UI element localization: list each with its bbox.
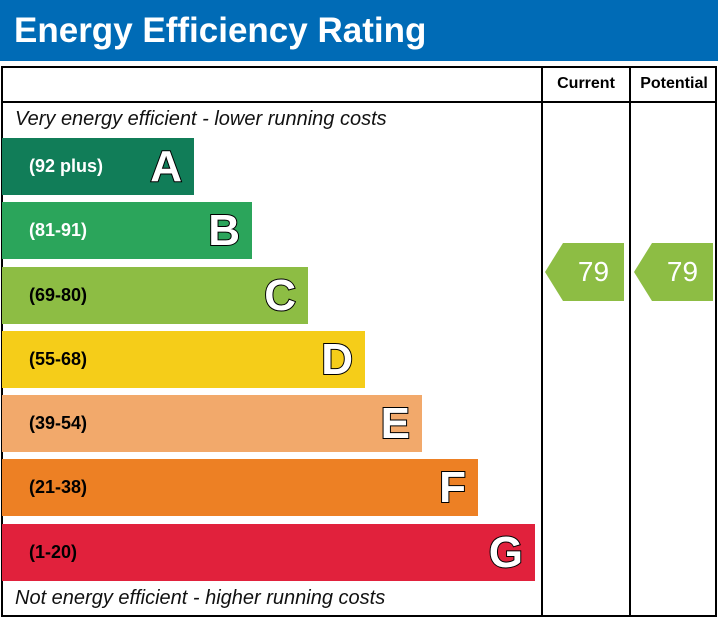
- band-letter: F: [438, 462, 467, 513]
- band-letter: D: [320, 334, 354, 385]
- band-range: (81-91): [29, 220, 88, 240]
- band-letter: G: [488, 527, 524, 578]
- band-letter: C: [263, 270, 297, 321]
- potential-rating-arrow: 79: [634, 243, 713, 301]
- rating-bar-e: (39-54) E: [2, 395, 422, 452]
- header-divider: [1, 101, 717, 103]
- rating-bar-f: (21-38) F: [2, 459, 478, 516]
- rating-bar-g: (1-20) G: [2, 524, 535, 581]
- current-column-header: Current: [557, 75, 615, 92]
- page-title: Energy Efficiency Rating: [0, 0, 718, 61]
- current-rating-value: 79: [577, 256, 610, 287]
- rating-bar-b: (81-91) B: [2, 202, 252, 259]
- band-range: (39-54): [29, 413, 88, 433]
- rating-bar-a: (92 plus) A: [2, 138, 194, 195]
- column-divider: [541, 66, 543, 617]
- band-letter: E: [380, 398, 411, 449]
- rating-bar-d: (55-68) D: [2, 331, 365, 388]
- band-range: (1-20): [29, 542, 78, 562]
- current-rating-arrow: 79: [545, 243, 624, 301]
- column-divider: [629, 66, 631, 617]
- band-range: (69-80): [29, 285, 88, 305]
- rating-bar-c: (69-80) C: [2, 267, 308, 324]
- band-range: (92 plus): [29, 156, 104, 176]
- potential-column-header: Potential: [640, 75, 708, 92]
- band-letter: B: [207, 205, 241, 256]
- band-range: (21-38): [29, 477, 88, 497]
- band-letter: A: [149, 141, 183, 192]
- bottom-note: Not energy efficient - higher running co…: [15, 587, 386, 609]
- potential-rating-value: 79: [666, 256, 699, 287]
- band-range: (55-68): [29, 349, 88, 369]
- top-note: Very energy efficient - lower running co…: [15, 108, 387, 130]
